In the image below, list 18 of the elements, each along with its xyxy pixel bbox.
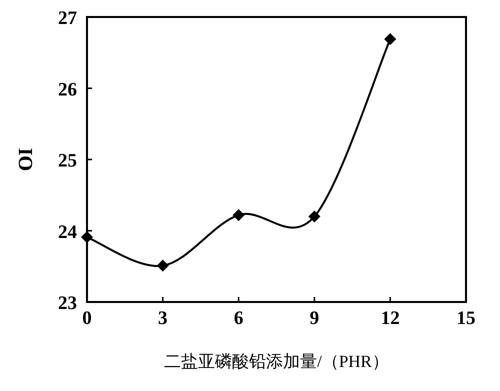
y-tick-label: 23 bbox=[58, 293, 77, 314]
x-tick-label: 15 bbox=[456, 308, 476, 329]
x-axis-title: 二盐亚磷酸铅添加量/（PHR） bbox=[164, 352, 389, 371]
y-tick-label: 24 bbox=[58, 222, 78, 243]
y-tick-label: 25 bbox=[58, 150, 77, 172]
point bbox=[232, 209, 245, 222]
x-tick-label: 0 bbox=[82, 308, 92, 329]
x-tick-label: 12 bbox=[380, 308, 400, 329]
y-tick-label: 27 bbox=[58, 8, 78, 29]
y-tick-label: 26 bbox=[58, 79, 77, 100]
point bbox=[308, 210, 320, 222]
point bbox=[81, 231, 93, 244]
point bbox=[156, 260, 169, 272]
point bbox=[384, 33, 396, 46]
x-tick-label: 6 bbox=[234, 308, 244, 329]
x-tick-label: 9 bbox=[310, 308, 320, 329]
x-tick-label: 3 bbox=[158, 308, 168, 329]
y-axis-title: OI bbox=[15, 148, 37, 172]
